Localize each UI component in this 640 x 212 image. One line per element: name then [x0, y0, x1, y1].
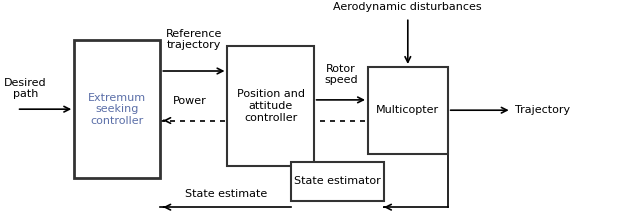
Text: Power: Power — [173, 96, 207, 106]
Text: Position and
attitude
controller: Position and attitude controller — [237, 89, 305, 123]
Text: Rotor
speed: Rotor speed — [324, 64, 358, 85]
Text: Extremum
seeking
controller: Extremum seeking controller — [88, 93, 147, 126]
Text: Desired
path: Desired path — [4, 78, 47, 99]
FancyBboxPatch shape — [74, 40, 161, 178]
Text: State estimate: State estimate — [185, 189, 267, 199]
Text: State estimator: State estimator — [294, 176, 381, 186]
FancyBboxPatch shape — [227, 46, 314, 166]
FancyBboxPatch shape — [368, 67, 448, 153]
FancyBboxPatch shape — [291, 162, 384, 201]
Text: Aerodynamic disturbances: Aerodynamic disturbances — [333, 2, 482, 12]
Text: Multicopter: Multicopter — [376, 105, 440, 115]
Text: Trajectory: Trajectory — [515, 105, 570, 115]
Text: Reference
trajectory: Reference trajectory — [166, 29, 222, 50]
